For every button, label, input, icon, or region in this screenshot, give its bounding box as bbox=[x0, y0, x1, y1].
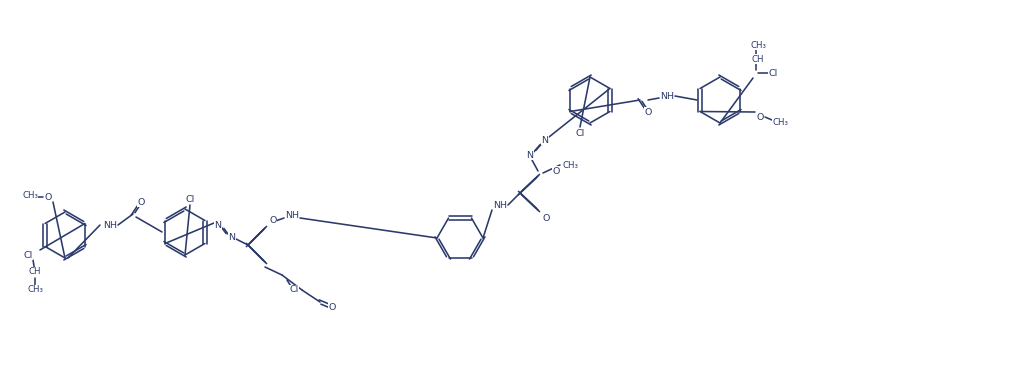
Text: O: O bbox=[270, 215, 277, 224]
Text: O: O bbox=[137, 198, 145, 206]
Text: CH: CH bbox=[29, 267, 41, 276]
Text: NH: NH bbox=[103, 221, 117, 230]
Text: CH₃: CH₃ bbox=[22, 190, 38, 199]
Text: N: N bbox=[228, 232, 236, 241]
Text: Cl: Cl bbox=[289, 285, 298, 295]
Text: CH₃: CH₃ bbox=[772, 118, 788, 126]
Text: CH₃: CH₃ bbox=[562, 160, 578, 170]
Text: Cl: Cl bbox=[575, 128, 584, 138]
Text: NH: NH bbox=[660, 92, 674, 100]
Text: N: N bbox=[541, 135, 548, 144]
Text: CH: CH bbox=[752, 55, 765, 64]
Text: N: N bbox=[527, 151, 533, 160]
Text: O: O bbox=[553, 167, 560, 176]
Text: O: O bbox=[644, 108, 651, 116]
Text: Cl: Cl bbox=[24, 250, 33, 260]
Text: O: O bbox=[44, 192, 51, 202]
Text: Cl: Cl bbox=[185, 195, 194, 203]
Text: O: O bbox=[328, 302, 335, 311]
Text: NH: NH bbox=[285, 211, 299, 219]
Text: N: N bbox=[214, 221, 221, 230]
Text: NH: NH bbox=[493, 201, 507, 209]
Text: Cl: Cl bbox=[769, 68, 778, 77]
Text: CH₃: CH₃ bbox=[750, 41, 766, 49]
Text: CH₃: CH₃ bbox=[27, 285, 43, 295]
Text: O: O bbox=[756, 112, 764, 122]
Text: O: O bbox=[542, 214, 549, 222]
